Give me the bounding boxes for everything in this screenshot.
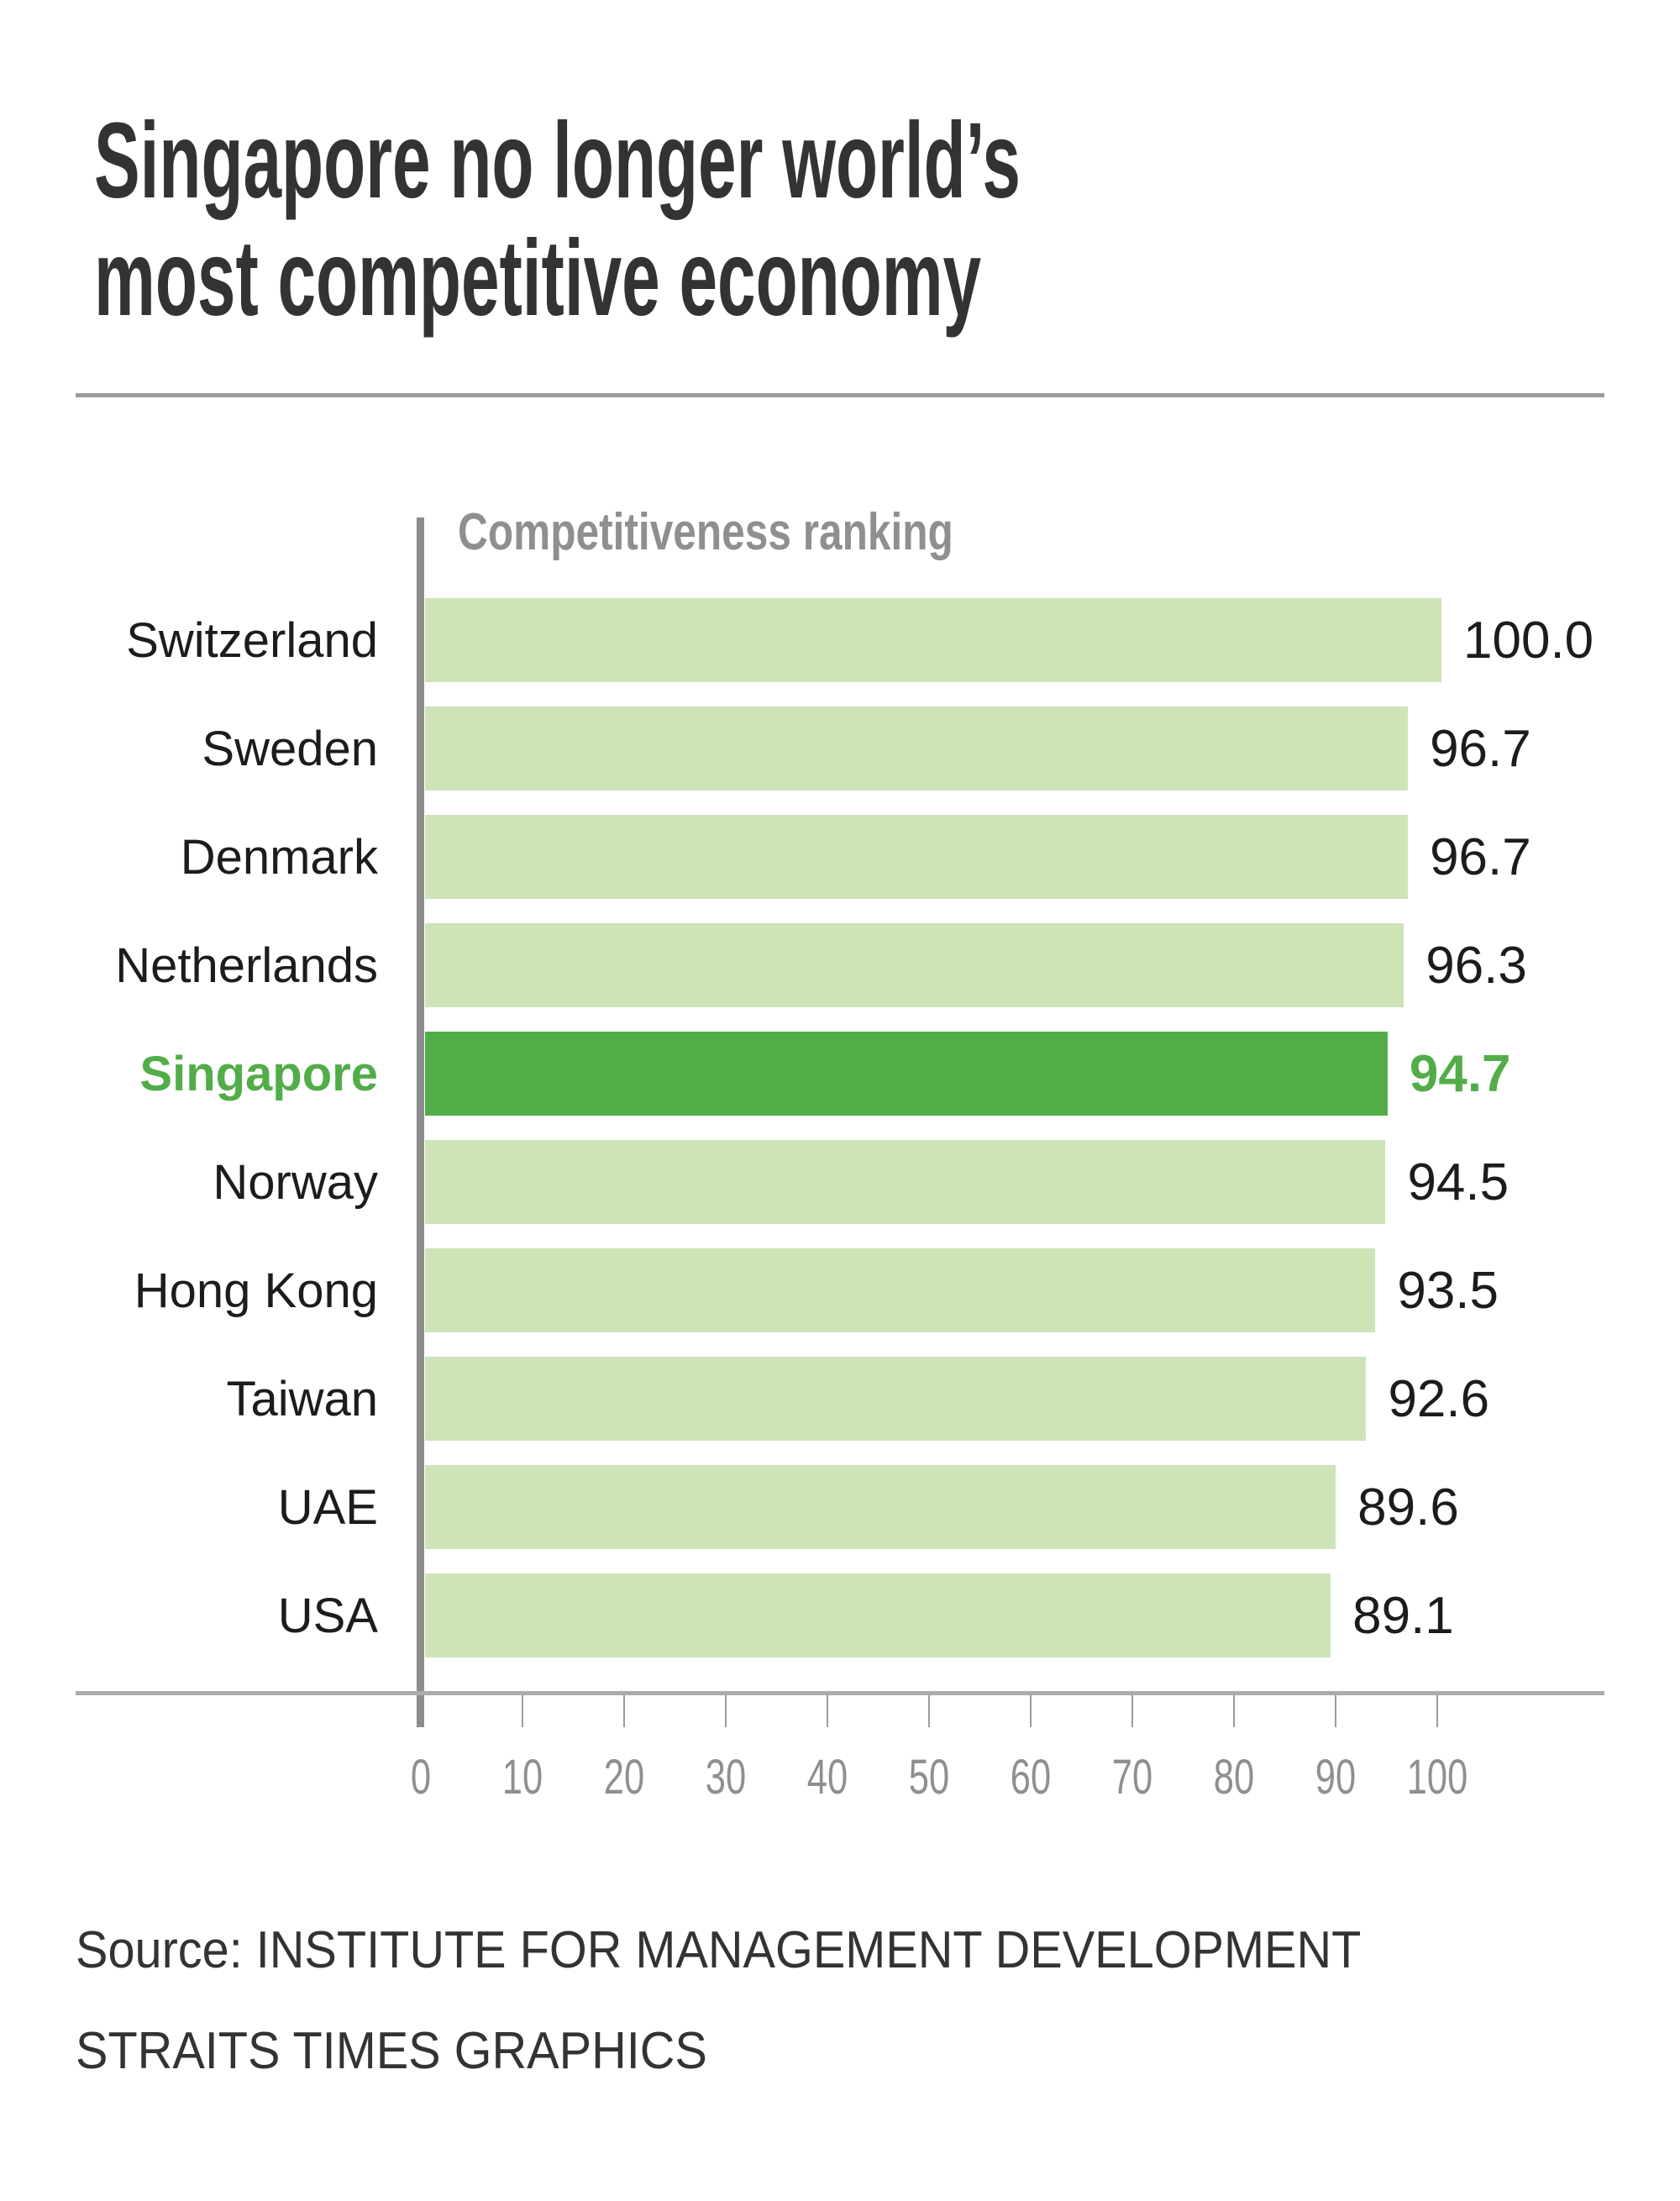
bar-row: Switzerland 100.0 (76, 598, 1604, 682)
bar-row: Denmark 96.7 (76, 815, 1604, 899)
country-label: UAE (277, 1479, 378, 1535)
title-divider (76, 393, 1604, 397)
bar (425, 1248, 1376, 1332)
value-label: 89.6 (1357, 1478, 1459, 1536)
bar-track: 89.6 (425, 1465, 1604, 1549)
x-tick-mark (622, 1695, 625, 1727)
bar-track: 89.1 (425, 1573, 1604, 1657)
country-label: Denmark (180, 829, 378, 885)
x-tick-label: 50 (908, 1750, 949, 1804)
country-label: Sweden (202, 721, 378, 776)
x-axis-baseline (76, 1691, 1604, 1695)
value-label: 96.3 (1425, 936, 1527, 995)
value-label: 96.7 (1430, 719, 1531, 778)
page-title: Singapore no longer world’s most competi… (94, 102, 1021, 338)
x-tick-mark (826, 1695, 828, 1727)
y-axis-line (417, 517, 424, 1727)
bar-row: Netherlands 96.3 (76, 923, 1604, 1007)
x-tick-label: 70 (1111, 1750, 1152, 1804)
x-tick-label: 10 (501, 1750, 543, 1804)
country-label: Singapore (139, 1046, 378, 1101)
bar-row: Singapore 94.7 (76, 1032, 1604, 1116)
bar (425, 1573, 1331, 1657)
bar (425, 707, 1409, 791)
value-label: 93.5 (1397, 1261, 1499, 1320)
x-tick-mark (724, 1695, 727, 1727)
bar (425, 815, 1409, 899)
bar-track: 100.0 (425, 598, 1604, 682)
bar (425, 923, 1404, 1007)
country-label: Norway (213, 1154, 378, 1210)
x-tick-label: 40 (806, 1750, 848, 1804)
bar-track: 94.5 (425, 1140, 1604, 1224)
bar-track: 96.7 (425, 707, 1604, 791)
bar-row: Sweden 96.7 (76, 707, 1604, 791)
x-tick-mark (1334, 1695, 1336, 1727)
country-label: Taiwan (226, 1371, 378, 1426)
bar (425, 1140, 1386, 1224)
bar-row: USA 89.1 (76, 1573, 1604, 1657)
source-line1: Source: INSTITUTE FOR MANAGEMENT DEVELOP… (76, 1921, 1362, 1979)
x-tick-mark (1029, 1695, 1032, 1727)
value-label: 94.5 (1407, 1153, 1509, 1211)
bar-track: 94.7 (425, 1032, 1604, 1116)
x-tick-mark (927, 1695, 930, 1727)
value-label: 89.1 (1352, 1586, 1454, 1645)
value-label: 100.0 (1463, 611, 1594, 670)
axis-title: Competitiveness ranking (458, 503, 953, 561)
bar-track: 93.5 (425, 1248, 1604, 1332)
value-label: 94.7 (1409, 1044, 1511, 1103)
page-title-line1: Singapore no longer world’s (94, 101, 1021, 221)
x-tick-mark (1436, 1695, 1438, 1727)
bar-track: 92.6 (425, 1357, 1604, 1441)
x-tick-label: 80 (1213, 1750, 1254, 1804)
bar-row: Hong Kong 93.5 (76, 1248, 1604, 1332)
value-label: 92.6 (1388, 1369, 1490, 1428)
x-tick-label: 0 (410, 1750, 431, 1804)
x-tick-mark (1232, 1695, 1235, 1727)
bar-track: 96.7 (425, 815, 1604, 899)
country-label: Netherlands (115, 938, 378, 993)
x-tick-mark (521, 1695, 523, 1727)
x-tick-mark (1131, 1695, 1133, 1727)
x-tick-label: 100 (1406, 1750, 1467, 1804)
country-label: Hong Kong (134, 1263, 378, 1318)
country-label: Switzerland (126, 612, 378, 668)
x-tick-label: 60 (1010, 1750, 1051, 1804)
x-tick-label: 30 (705, 1750, 746, 1804)
source-line2: STRAITS TIMES GRAPHICS (76, 2022, 707, 2080)
bar (425, 1465, 1336, 1549)
bar-row: Norway 94.5 (76, 1140, 1604, 1224)
country-label: USA (277, 1588, 378, 1643)
page-title-line2: most competitive economy (94, 218, 982, 339)
bar (425, 1357, 1367, 1441)
bar (425, 598, 1441, 682)
bar-track: 96.3 (425, 923, 1604, 1007)
x-tick-label: 90 (1315, 1750, 1356, 1804)
value-label: 96.7 (1430, 827, 1531, 886)
bar (425, 1032, 1388, 1116)
source-note: Source: INSTITUTE FOR MANAGEMENT DEVELOP… (76, 1900, 1361, 2102)
x-tick-label: 20 (603, 1750, 644, 1804)
bar-row: UAE 89.6 (76, 1465, 1604, 1549)
bar-row: Taiwan 92.6 (76, 1357, 1604, 1441)
bar-chart: Switzerland 100.0 Sweden 96.7 Denmark 96.7 Net… (76, 598, 1604, 1682)
